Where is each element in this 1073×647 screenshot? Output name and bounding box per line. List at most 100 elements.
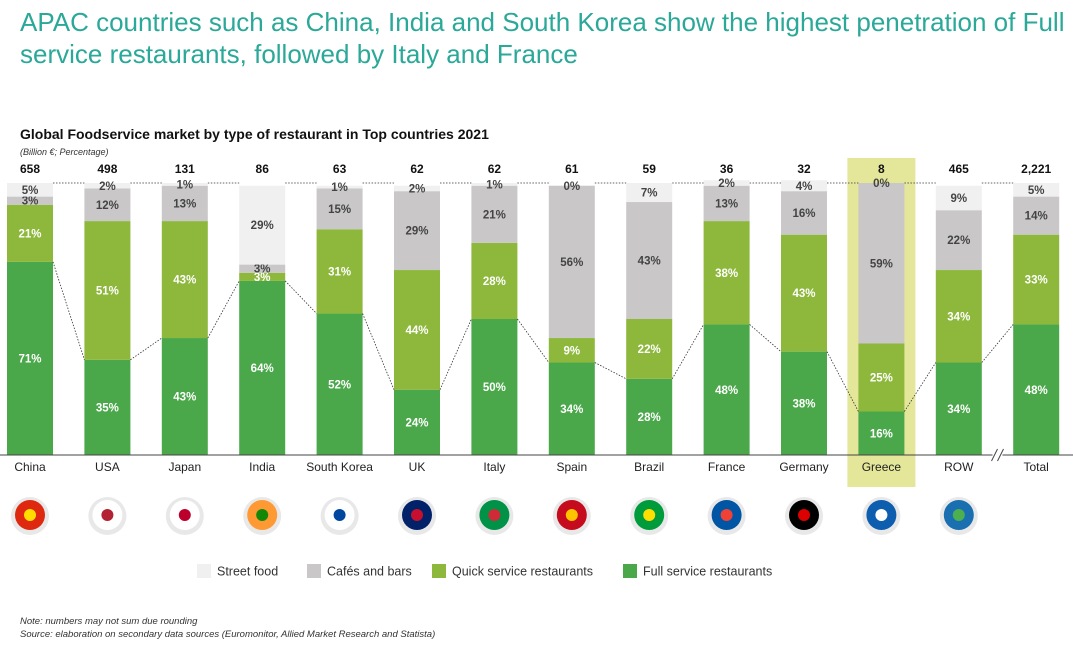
bar-segment	[703, 185, 750, 222]
legend-label: Cafés and bars	[327, 564, 412, 578]
axis-break	[991, 448, 998, 462]
total-label: 59	[643, 162, 657, 176]
x-tick-label: ROW	[944, 460, 974, 474]
data-label: 34%	[560, 404, 583, 416]
bar-segment	[7, 183, 53, 197]
bar-segment	[316, 229, 363, 314]
title: APAC countries such as China, India and …	[20, 7, 1065, 69]
flag-detail	[256, 509, 269, 521]
data-label: 2%	[99, 181, 116, 193]
x-tick-label: Spain	[556, 460, 588, 474]
bar-segment	[1013, 196, 1060, 235]
bar-segment	[935, 210, 982, 271]
note: Source: elaboration on secondary data so…	[20, 629, 436, 640]
flag-detail	[875, 509, 888, 521]
total-label: 86	[256, 162, 270, 176]
bar-segment	[1013, 183, 1060, 197]
data-label: 16%	[792, 208, 815, 220]
bar-segment	[858, 411, 905, 455]
flag-detail	[333, 509, 346, 521]
total-label: 498	[97, 162, 117, 176]
total-label: 32	[797, 162, 811, 176]
bar-segment	[161, 185, 208, 222]
data-label: 22%	[638, 344, 661, 356]
total-label: 36	[720, 162, 734, 176]
data-label: 3%	[254, 264, 271, 276]
data-label: 43%	[173, 275, 196, 287]
bar-segment	[471, 185, 518, 243]
total-label: 2,221	[1021, 162, 1051, 176]
flag-detail	[720, 509, 733, 521]
total-label: 465	[949, 162, 969, 176]
flag-detail	[565, 509, 578, 521]
data-label: 1%	[331, 182, 348, 194]
x-tick-label: France	[707, 460, 746, 474]
bar-segment	[239, 185, 286, 265]
units: (Billion €; Percentage)	[20, 147, 109, 157]
bar-segment	[626, 202, 673, 319]
data-label: 1%	[176, 179, 193, 191]
connector	[362, 313, 395, 390]
data-label: 2%	[409, 183, 426, 195]
data-label: 48%	[1025, 385, 1048, 397]
bar-segment	[161, 338, 208, 455]
bar-segment	[548, 185, 595, 339]
bar-segment	[548, 338, 595, 363]
data-label: 38%	[792, 398, 815, 410]
flag-detail	[24, 509, 36, 521]
connector	[207, 280, 240, 339]
bar-segment	[316, 188, 363, 230]
total-label: 131	[175, 162, 195, 176]
bar-segment	[1013, 234, 1060, 325]
bar-segment	[781, 180, 827, 192]
data-label: 50%	[483, 382, 506, 394]
connector	[284, 280, 317, 314]
flag-detail	[178, 509, 191, 521]
flag-detail	[101, 509, 114, 521]
x-tick-label: Greece	[861, 460, 902, 474]
subtitle: Global Foodservice market by type of res…	[20, 126, 489, 142]
bar-segment	[161, 221, 208, 339]
data-label: 38%	[715, 268, 738, 280]
axis-break-gap	[992, 449, 1003, 461]
x-tick-label: China	[14, 460, 46, 474]
bar-segment	[703, 180, 750, 186]
bar-segment	[781, 191, 827, 235]
bar-segment	[7, 204, 53, 262]
data-label: 12%	[96, 200, 119, 212]
note: Note: numbers may not sum due rounding	[20, 616, 198, 627]
legend-swatch	[307, 564, 321, 578]
connector	[130, 337, 163, 361]
bar-segment	[935, 185, 982, 211]
data-label: 4%	[796, 181, 813, 193]
bar-segment	[84, 183, 131, 189]
bar-segment	[239, 272, 286, 281]
data-label: 44%	[405, 325, 428, 337]
total-label: 62	[488, 162, 502, 176]
data-label: 29%	[405, 226, 428, 238]
bar-segment	[858, 343, 905, 412]
x-tick-label: India	[249, 460, 276, 474]
connector	[517, 318, 550, 363]
bar-segment	[935, 270, 982, 363]
data-label: 3%	[254, 272, 271, 284]
data-label: 35%	[96, 402, 119, 414]
data-label: 25%	[870, 373, 893, 385]
bar-segment	[781, 234, 827, 352]
data-label: 5%	[1028, 185, 1045, 197]
data-label: 28%	[638, 412, 661, 424]
connector	[439, 318, 472, 390]
flag-detail	[411, 509, 423, 521]
bar-segment	[84, 188, 131, 222]
data-label: 33%	[1025, 275, 1048, 287]
data-label: 13%	[715, 198, 738, 210]
bar-segment	[548, 362, 595, 455]
data-label: 13%	[173, 198, 196, 210]
data-label: 64%	[251, 363, 274, 375]
bar-segment	[703, 324, 750, 455]
bar-segment	[239, 264, 286, 273]
data-label: 52%	[328, 379, 351, 391]
data-label: 1%	[486, 179, 503, 191]
